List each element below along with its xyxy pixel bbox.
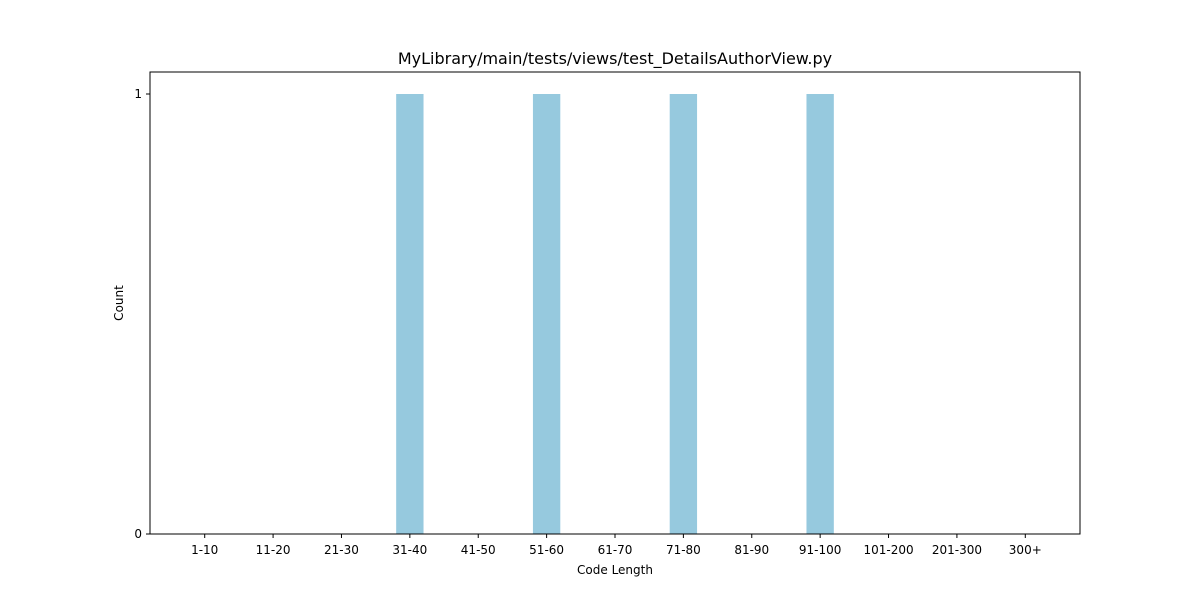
x-tick-label: 1-10 [191,543,218,557]
x-tick-label: 71-80 [666,543,701,557]
y-axis-label: Count [112,285,126,321]
x-tick-label: 81-90 [734,543,769,557]
bars-layer [396,94,834,534]
x-tick-label: 101-200 [863,543,913,557]
x-tick-label: 61-70 [598,543,633,557]
bar-91-100 [806,94,834,534]
y-axis-ticks: 01 [134,87,150,541]
plot-frame [149,71,1081,535]
x-tick-label: 300+ [1009,543,1042,557]
x-axis-label: Code Length [577,563,653,577]
x-tick-label: 11-20 [256,543,291,557]
y-tick-label: 0 [134,527,142,541]
x-tick-label: 21-30 [324,543,359,557]
bar-31-40 [396,94,424,534]
bar-51-60 [532,94,561,534]
y-tick-label: 1 [134,87,142,101]
x-tick-label: 31-40 [392,543,427,557]
x-tick-label: 51-60 [529,543,564,557]
x-tick-label: 201-300 [932,543,982,557]
chart-title: MyLibrary/main/tests/views/test_DetailsA… [398,49,832,69]
x-axis-ticks: 1-10 11-20 21-30 31-40 41-50 51-60 61-70 71-80 8… [191,534,1042,557]
bar-71-80 [669,94,698,534]
x-tick-label: 91-100 [799,543,842,557]
x-tick-label: 41-50 [461,543,496,557]
